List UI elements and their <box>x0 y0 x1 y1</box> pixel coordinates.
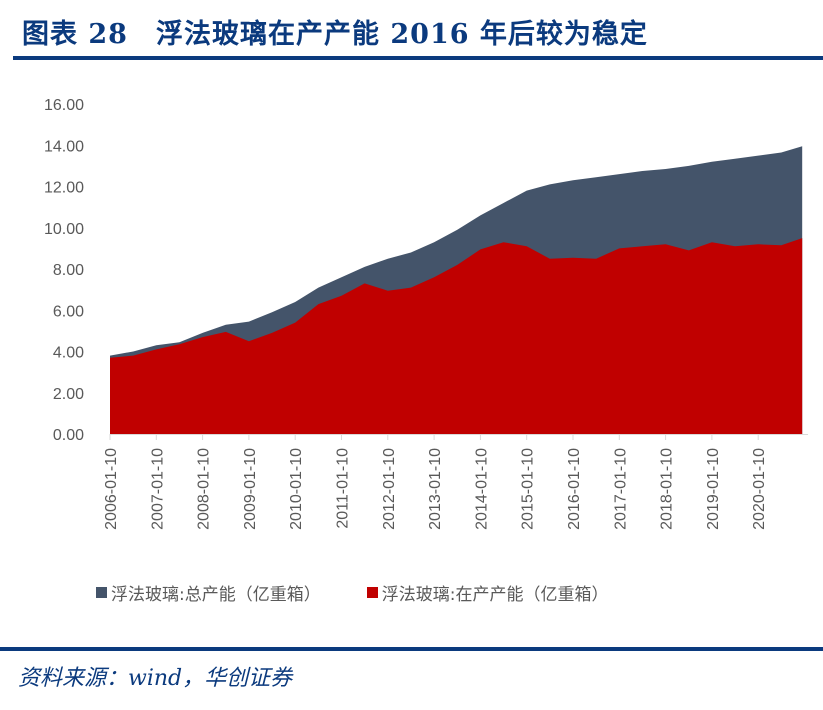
x-axis-tick-label: 2006-01-10 <box>103 448 120 530</box>
x-axis-tick-label: 2008-01-10 <box>196 448 213 530</box>
y-axis-tick-label: 4.00 <box>53 345 84 362</box>
x-axis-tick-label: 2010-01-10 <box>288 448 305 530</box>
y-axis-tick-label: 14.00 <box>44 138 84 155</box>
y-axis-tick-label: 12.00 <box>44 180 84 197</box>
legend-swatch-icon <box>96 587 107 598</box>
legend-item-total-capacity: 浮法玻璃:总产能（亿重箱） <box>96 580 321 605</box>
x-axis-tick-label: 2020-01-10 <box>751 448 768 530</box>
y-axis-tick-label: 0.00 <box>53 427 84 444</box>
title-divider <box>13 56 823 60</box>
x-axis-tick-label: 2013-01-10 <box>427 448 444 530</box>
y-axis-tick-label: 10.00 <box>44 221 84 238</box>
source-note: 资料来源：wind，华创证券 <box>18 666 293 691</box>
x-axis-tick-label: 2016-01-10 <box>566 448 583 530</box>
legend-label: 浮法玻璃:总产能（亿重箱） <box>111 585 321 605</box>
legend-item-active-capacity: 浮法玻璃:在产产能（亿重箱） <box>366 580 609 605</box>
x-axis-tick-label: 2011-01-10 <box>335 448 352 529</box>
x-axis-tick-label: 2019-01-10 <box>705 448 722 530</box>
chart-title: 图表 28 浮法玻璃在产产能 2016 年后较为稳定 <box>22 19 648 50</box>
x-axis-tick-label: 2009-01-10 <box>242 448 259 530</box>
x-axis-tick-label: 2017-01-10 <box>612 448 629 530</box>
y-axis-tick-label: 8.00 <box>53 262 84 279</box>
x-axis-tick-label: 2015-01-10 <box>520 448 537 530</box>
chart-canvas: 0.00 2.00 4.00 6.00 8.00 10.00 12.00 14.00 16.00… <box>44 97 808 530</box>
legend-swatch-icon <box>366 587 378 598</box>
legend-label: 浮法玻璃:在产产能（亿重箱） <box>381 585 609 605</box>
y-axis-tick-label: 2.00 <box>53 386 84 403</box>
x-axis-tick-label: 2012-01-10 <box>381 448 398 530</box>
y-axis-tick-label: 16.00 <box>44 97 84 114</box>
x-axis-tick-label: 2014-01-10 <box>473 448 490 530</box>
x-axis-tick-label: 2018-01-10 <box>659 448 676 530</box>
area-series <box>110 238 803 434</box>
x-axis-tick-label: 2007-01-10 <box>149 448 166 530</box>
y-axis-tick-label: 6.00 <box>53 303 84 320</box>
footer-divider <box>0 647 823 651</box>
chart-legend: 浮法玻璃:总产能（亿重箱） 浮法玻璃:在产产能（亿重箱） <box>96 580 608 605</box>
area-chart: 0.00 2.00 4.00 6.00 8.00 10.00 12.00 14.00 16.00… <box>0 70 823 630</box>
